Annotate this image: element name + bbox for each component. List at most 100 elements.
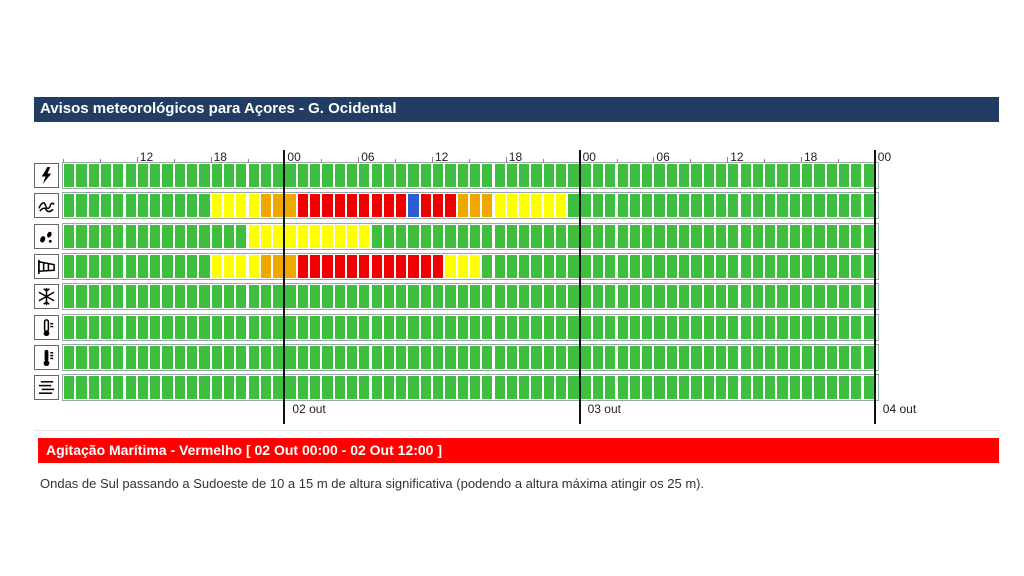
hour-cell-green[interactable] — [776, 163, 789, 188]
hour-cell-green[interactable] — [690, 163, 703, 188]
hour-cell-green[interactable] — [801, 344, 814, 370]
hour-cell-green[interactable] — [284, 163, 297, 188]
hour-cell-green[interactable] — [309, 314, 322, 340]
hour-cell-green[interactable] — [604, 284, 617, 310]
hour-cell-red[interactable] — [407, 253, 420, 279]
hour-cell-yellow[interactable] — [505, 193, 519, 219]
hour-cell-green[interactable] — [653, 193, 666, 219]
hour-cell-green[interactable] — [198, 193, 211, 219]
hour-cell-green[interactable] — [739, 375, 752, 401]
hour-cell-green[interactable] — [788, 253, 801, 279]
hour-cell-green[interactable] — [63, 314, 76, 340]
hour-cell-green[interactable] — [75, 314, 88, 340]
hour-cell-green[interactable] — [63, 375, 76, 401]
hour-cell-yellow[interactable] — [530, 193, 543, 219]
hour-cell-green[interactable] — [63, 193, 76, 219]
hour-cell-green[interactable] — [309, 375, 322, 401]
hour-cell-green[interactable] — [124, 163, 137, 188]
hour-cell-green[interactable] — [493, 344, 506, 370]
hour-cell-green[interactable] — [702, 375, 715, 401]
hour-cell-green[interactable] — [222, 375, 236, 401]
hour-cell-green[interactable] — [161, 375, 174, 401]
hour-cell-yellow[interactable] — [247, 253, 260, 279]
hour-cell-green[interactable] — [714, 375, 728, 401]
hour-cell-green[interactable] — [555, 284, 568, 310]
hour-cell-green[interactable] — [136, 253, 150, 279]
hour-cell-green[interactable] — [186, 253, 199, 279]
hour-cell-green[interactable] — [87, 253, 100, 279]
hour-cell-green[interactable] — [173, 314, 186, 340]
hour-cell-green[interactable] — [530, 344, 543, 370]
hour-cell-green[interactable] — [678, 375, 691, 401]
hour-cell-green[interactable] — [432, 314, 445, 340]
hour-cell-blue[interactable] — [407, 193, 420, 219]
hour-cell-green[interactable] — [801, 193, 814, 219]
hour-cell-yellow[interactable] — [518, 193, 531, 219]
hour-cell-green[interactable] — [628, 375, 642, 401]
hour-cell-green[interactable] — [468, 284, 482, 310]
hour-cell-green[interactable] — [555, 344, 568, 370]
hour-cell-green[interactable] — [813, 314, 826, 340]
hour-cell-green[interactable] — [604, 314, 617, 340]
hour-cell-yellow[interactable] — [309, 223, 322, 249]
hour-cell-green[interactable] — [493, 314, 506, 340]
hour-cell-green[interactable] — [788, 314, 801, 340]
hour-cell-green[interactable] — [825, 193, 838, 219]
hour-cell-red[interactable] — [444, 193, 457, 219]
hour-cell-green[interactable] — [63, 253, 76, 279]
hour-cell-green[interactable] — [764, 253, 777, 279]
hour-cell-green[interactable] — [235, 284, 248, 310]
hour-cell-green[interactable] — [87, 314, 100, 340]
hour-cell-green[interactable] — [579, 193, 592, 219]
hour-cell-green[interactable] — [530, 253, 543, 279]
hour-cell-green[interactable] — [198, 284, 211, 310]
hour-cell-red[interactable] — [432, 193, 445, 219]
hour-cell-green[interactable] — [837, 375, 851, 401]
hour-cell-green[interactable] — [198, 375, 211, 401]
hour-cell-green[interactable] — [542, 223, 555, 249]
hour-cell-green[interactable] — [837, 193, 851, 219]
hour-cell-green[interactable] — [210, 284, 223, 310]
hour-cell-green[interactable] — [530, 314, 543, 340]
hour-cell-green[interactable] — [714, 163, 728, 188]
hour-cell-green[interactable] — [75, 375, 88, 401]
hour-cell-green[interactable] — [665, 253, 678, 279]
hour-cell-green[interactable] — [444, 344, 457, 370]
hour-cell-green[interactable] — [764, 223, 777, 249]
hour-cell-green[interactable] — [112, 314, 125, 340]
hour-cell-green[interactable] — [641, 193, 654, 219]
hour-cell-green[interactable] — [714, 344, 728, 370]
hour-cell-green[interactable] — [788, 344, 801, 370]
hour-cell-green[interactable] — [161, 163, 174, 188]
hour-cell-green[interactable] — [801, 163, 814, 188]
hour-cell-green[interactable] — [468, 314, 482, 340]
hour-cell-green[interactable] — [210, 314, 223, 340]
hour-cell-green[interactable] — [222, 314, 236, 340]
hour-cell-green[interactable] — [444, 223, 457, 249]
hour-cell-green[interactable] — [432, 223, 445, 249]
hour-cell-green[interactable] — [530, 163, 543, 188]
hour-cell-green[interactable] — [149, 163, 162, 188]
hour-cell-green[interactable] — [149, 253, 162, 279]
hour-cell-green[interactable] — [837, 163, 851, 188]
hour-cell-green[interactable] — [813, 193, 826, 219]
hour-cell-green[interactable] — [653, 253, 666, 279]
hour-cell-green[interactable] — [63, 284, 76, 310]
hour-cell-yellow[interactable] — [259, 223, 273, 249]
hour-cell-green[interactable] — [641, 223, 654, 249]
hour-cell-red[interactable] — [419, 193, 432, 219]
hour-cell-green[interactable] — [825, 253, 838, 279]
hour-cell-green[interactable] — [419, 163, 432, 188]
hour-cell-green[interactable] — [382, 284, 396, 310]
hour-cell-green[interactable] — [456, 163, 469, 188]
hour-cell-green[interactable] — [333, 314, 346, 340]
hour-cell-green[interactable] — [407, 344, 420, 370]
hour-cell-green[interactable] — [653, 163, 666, 188]
hour-cell-green[interactable] — [801, 314, 814, 340]
hour-cell-yellow[interactable] — [247, 223, 260, 249]
hour-cell-green[interactable] — [87, 163, 100, 188]
hour-cell-green[interactable] — [161, 314, 174, 340]
hour-cell-green[interactable] — [87, 375, 100, 401]
hour-cell-green[interactable] — [665, 284, 678, 310]
hour-cell-green[interactable] — [481, 253, 494, 279]
